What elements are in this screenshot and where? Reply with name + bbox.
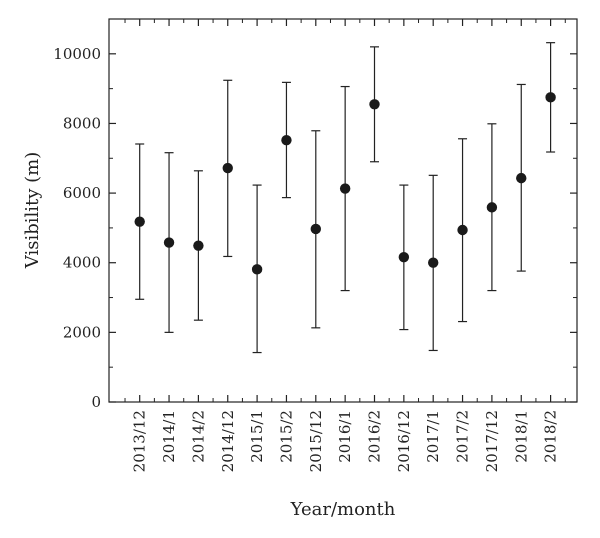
x-tick-label: 2014/1 (160, 410, 178, 463)
x-axis: 2013/12 2014/1 2014/2 2014/12 2015/1 2015/2 20… (124, 19, 566, 472)
data-point (163, 237, 175, 248)
y-tick-label: 6000 (63, 184, 101, 202)
x-axis-title: Year/month (290, 499, 396, 520)
x-tick-label: 2016/2 (366, 410, 384, 463)
data-point (428, 257, 439, 268)
data-point (369, 99, 380, 110)
data-point (545, 92, 556, 103)
data-point (486, 202, 498, 213)
y-axis: 0 2000 4000 6000 8000 10000 (53, 45, 577, 411)
x-tick-label: 2013/12 (131, 410, 149, 472)
y-tick-label: 0 (91, 393, 101, 411)
y-tick-label: 8000 (63, 114, 101, 132)
data-point (310, 223, 321, 235)
x-tick-label: 2015/2 (277, 410, 295, 463)
data-points (134, 92, 556, 275)
y-tick-label: 10000 (53, 45, 101, 63)
x-tick-label: 2018/2 (542, 410, 560, 463)
x-tick-label: 2014/2 (189, 410, 207, 463)
data-point (281, 134, 292, 146)
y-tick-label: 4000 (63, 254, 101, 272)
y-tick-label: 2000 (63, 323, 101, 341)
data-point (398, 251, 410, 263)
x-tick-label: 2015/1 (248, 410, 266, 463)
data-point (134, 216, 145, 227)
plot-frame (108, 18, 578, 403)
x-tick-label: 2015/12 (307, 410, 325, 472)
data-point (339, 183, 351, 194)
data-point (222, 162, 233, 174)
y-axis-title: Visibility (m) (22, 152, 43, 269)
x-tick-label: 2017/1 (424, 410, 442, 463)
data-point (457, 224, 468, 236)
x-tick-label: 2018/1 (512, 410, 530, 463)
x-tick-label: 2017/12 (483, 410, 501, 472)
data-point (516, 172, 527, 184)
x-tick-label: 2016/12 (395, 410, 413, 472)
data-point (251, 264, 263, 275)
data-point (193, 240, 204, 251)
x-tick-label: 2014/12 (219, 410, 237, 472)
x-tick-label: 2017/2 (454, 410, 472, 463)
error-bars (135, 42, 556, 354)
x-tick-label: 2016/1 (336, 410, 354, 463)
